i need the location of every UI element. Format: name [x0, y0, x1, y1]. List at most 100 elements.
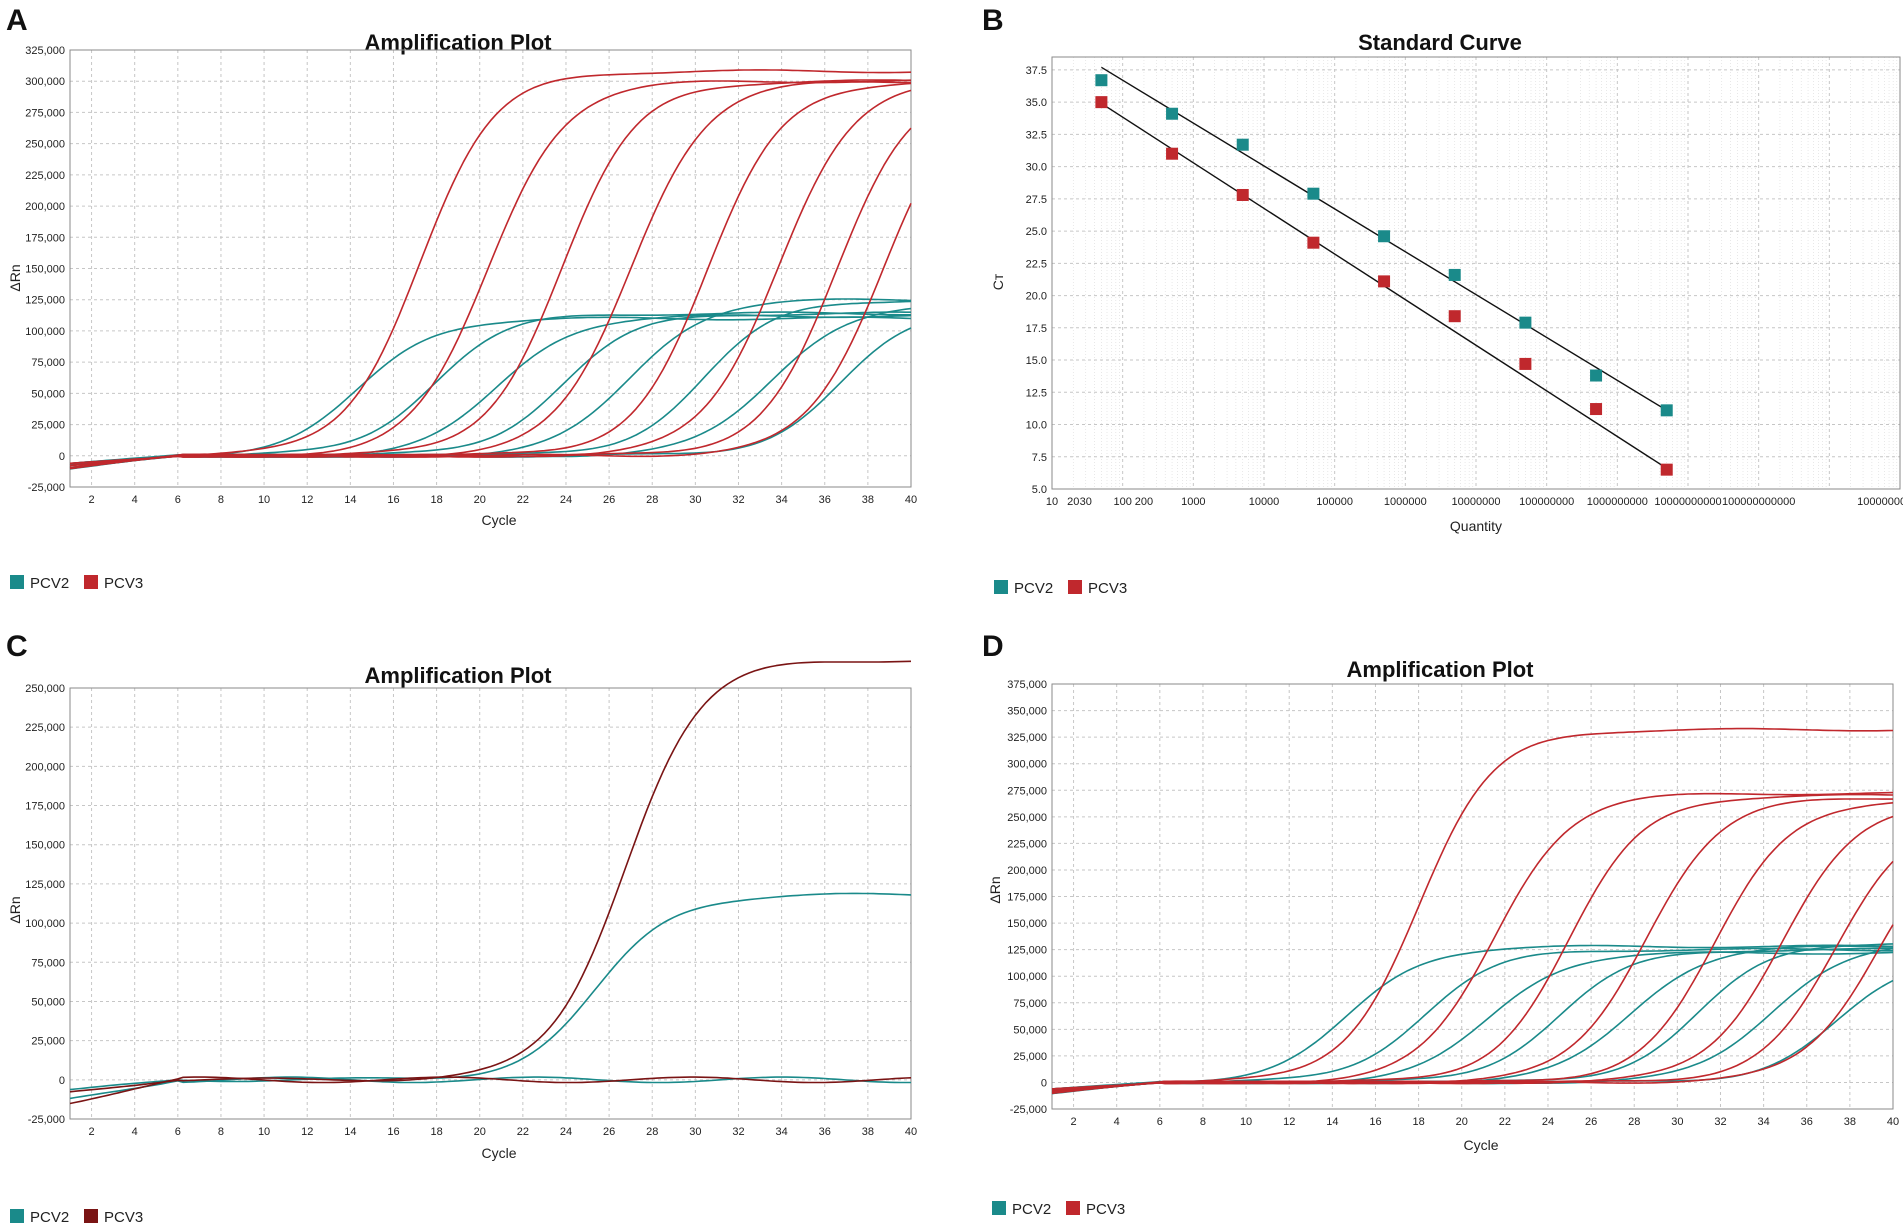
x-tick-label-d: 12 — [1283, 1116, 1295, 1128]
amplification-curve-pcv3-a — [69, 79, 912, 469]
data-point-pcv2 — [1660, 404, 1673, 417]
x-tick-label-c: 4 — [132, 1126, 138, 1138]
x-axis-label-c: Cycle — [481, 1145, 516, 1161]
y-tick-label-a: 200,000 — [25, 201, 65, 213]
legend-swatch-pcv2-b — [994, 580, 1008, 594]
x-tick-label-b: 10 — [1046, 496, 1058, 508]
y-tick-label-a: 175,000 — [25, 232, 65, 244]
legend-b: PCV2 PCV3 — [994, 580, 1127, 597]
plot-area-c: 2 4 6 8 10 12 14 16 18 20 22 24 26 28 30 32 34 36 38 40-25,… — [25, 660, 917, 1138]
y-tick-label-c: 100,000 — [25, 918, 65, 930]
y-tick-label-d: 175,000 — [1007, 892, 1047, 904]
x-tick-label-a: 10 — [258, 494, 270, 506]
y-tick-label-a: 125,000 — [25, 295, 65, 307]
x-tick-label-a: 26 — [603, 494, 615, 506]
y-tick-label-a: 0 — [59, 451, 65, 463]
y-tick-label-d: 300,000 — [1007, 759, 1047, 771]
legend-label-pcv3-b: PCV3 — [1088, 580, 1127, 597]
y-tick-label-a: 325,000 — [25, 45, 65, 57]
amplification-curve-pcv3-a — [69, 81, 912, 465]
x-tick-label-d: 6 — [1157, 1116, 1163, 1128]
x-tick-label-a: 28 — [646, 494, 658, 506]
y-tick-label-c: 250,000 — [25, 683, 65, 695]
data-point-pcv3 — [1307, 236, 1320, 249]
plot-area-b: 10 20 30 100 200 1000 10000 100000 1000000 100000… — [1026, 56, 1903, 508]
x-tick-label-a: 8 — [218, 494, 224, 506]
data-point-pcv3 — [1095, 96, 1108, 109]
x-tick-label-c: 16 — [387, 1126, 399, 1138]
x-tick-label-c: 14 — [344, 1126, 356, 1138]
y-tick-label-a: 25,000 — [31, 420, 65, 432]
panel-letter-d: D — [982, 630, 1004, 663]
x-tick-label-d: 26 — [1585, 1116, 1597, 1128]
y-axis-label-c: ΔRn — [7, 896, 23, 923]
y-tick-label-b: 32.5 — [1026, 129, 1047, 141]
x-tick-label-c: 18 — [430, 1126, 442, 1138]
y-axis-label-a: ΔRn — [7, 264, 23, 291]
y-tick-label-a: 75,000 — [31, 357, 65, 369]
data-point-pcv2 — [1166, 107, 1179, 120]
x-tick-label-c: 26 — [603, 1126, 615, 1138]
x-tick-label-d: 14 — [1326, 1116, 1338, 1128]
y-tick-label-c: 0 — [59, 1075, 65, 1087]
amplification-curve-pcv2-a — [69, 311, 911, 470]
x-tick-label-a: 38 — [862, 494, 874, 506]
chart-title-b: Standard Curve — [1358, 30, 1522, 55]
y-tick-label-a: 275,000 — [25, 107, 65, 119]
amplification-curve-pcv3-c — [69, 660, 912, 1093]
legend-swatch-pcv2-c — [10, 1209, 24, 1223]
y-tick-label-a: 150,000 — [25, 264, 65, 276]
y-tick-label-b: 35.0 — [1026, 97, 1047, 109]
x-tick-label-d: 34 — [1757, 1116, 1769, 1128]
x-tick-label-d: 22 — [1499, 1116, 1511, 1128]
x-tick-label-d: 16 — [1369, 1116, 1381, 1128]
y-tick-label-d: 250,000 — [1007, 812, 1047, 824]
x-tick-label-c: 32 — [732, 1126, 744, 1138]
data-point-pcv2 — [1378, 230, 1391, 243]
y-tick-label-d: 0 — [1041, 1077, 1047, 1089]
y-tick-label-c: 50,000 — [31, 996, 65, 1008]
x-tick-label-c: 22 — [517, 1126, 529, 1138]
x-tick-label-c: 20 — [474, 1126, 486, 1138]
y-tick-label-a: 100,000 — [25, 326, 65, 338]
data-point-pcv3 — [1166, 147, 1179, 160]
amplification-curve-pcv3-a — [69, 202, 912, 465]
plot-frame-c — [69, 687, 912, 1120]
x-tick-label-c: 8 — [218, 1126, 224, 1138]
x-tick-label-a: 20 — [474, 494, 486, 506]
legend-label-pcv3-a: PCV3 — [104, 575, 143, 592]
plot-frame-d — [1051, 683, 1894, 1110]
panel-a: A Amplification Plot 2 4 6 8 10 12 14 16 18 20 22 2… — [6, 4, 917, 592]
x-tick-label-c: 12 — [301, 1126, 313, 1138]
data-point-pcv3 — [1519, 357, 1532, 370]
legend-label-pcv2-a: PCV2 — [30, 575, 69, 592]
x-tick-label-a: 18 — [430, 494, 442, 506]
amplification-curve-pcv2-a — [69, 311, 911, 466]
panel-b: B Standard Curve 10 20 30 100 200 1000 10000 10… — [982, 4, 1903, 597]
legend-a: PCV2 PCV3 — [10, 575, 143, 592]
y-tick-label-b: 15.0 — [1026, 355, 1047, 367]
legend-label-pcv3-c: PCV3 — [104, 1209, 143, 1224]
data-point-pcv3 — [1236, 188, 1249, 201]
x-tick-label-b: 100 — [1113, 496, 1131, 508]
x-tick-label-d: 32 — [1714, 1116, 1726, 1128]
y-tick-label-d: 375,000 — [1007, 679, 1047, 691]
x-tick-label-d: 24 — [1542, 1116, 1554, 1128]
y-tick-label-d: 75,000 — [1013, 998, 1047, 1010]
y-tick-label-d: 275,000 — [1007, 785, 1047, 797]
x-tick-label-d: 2 — [1071, 1116, 1077, 1128]
x-tick-label-d: 4 — [1114, 1116, 1120, 1128]
x-tick-label-c: 40 — [905, 1126, 917, 1138]
x-tick-label-b: 10000 — [1249, 496, 1280, 508]
y-tick-label-b: 20.0 — [1026, 291, 1047, 303]
y-tick-label-c: 175,000 — [25, 801, 65, 813]
y-tick-label-a: 250,000 — [25, 139, 65, 151]
y-axis-label-d: ΔRn — [987, 876, 1003, 903]
y-tick-label-d: 325,000 — [1007, 732, 1047, 744]
panel-letter-b: B — [982, 4, 1004, 37]
x-tick-label-b: 200 — [1135, 496, 1153, 508]
amplification-curve-pcv3-a — [69, 79, 912, 470]
y-tick-label-d: -25,000 — [1010, 1104, 1047, 1116]
x-tick-label-d: 30 — [1671, 1116, 1683, 1128]
